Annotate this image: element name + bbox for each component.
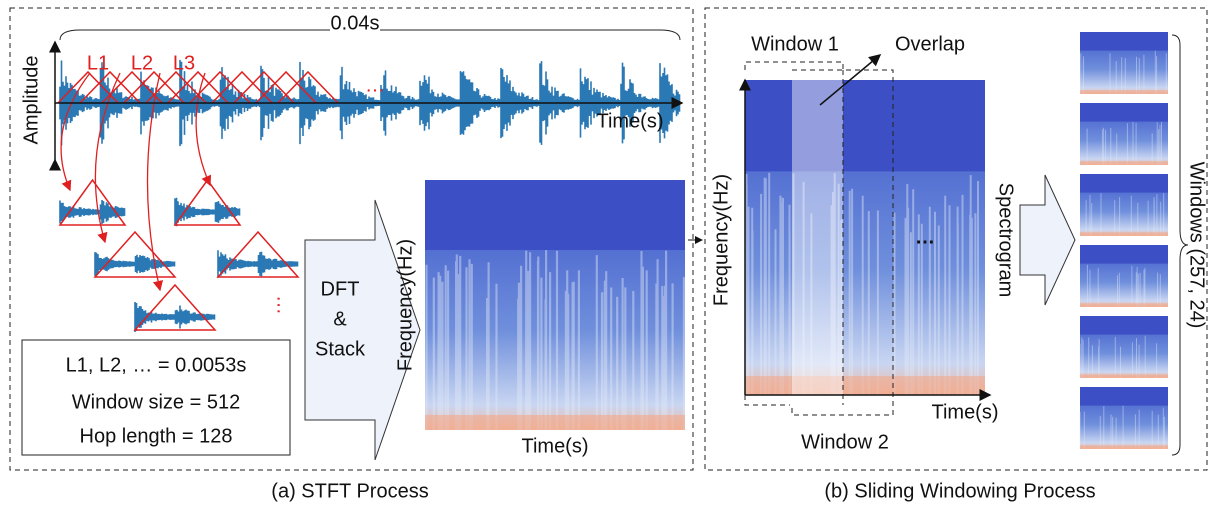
spectrogram-stripes <box>1079 405 1165 449</box>
spectrogram-top <box>1080 245 1168 264</box>
spectrogram-base <box>1080 445 1168 449</box>
spectrogram-stripes <box>1079 335 1158 378</box>
frame-link <box>94 72 121 244</box>
caption: (b) Sliding Windowing Process <box>824 480 1095 502</box>
overlap-arrow <box>819 54 882 106</box>
waveform-trace <box>174 197 241 227</box>
frame-label: L1 <box>87 52 109 74</box>
duration-label: 0.04s <box>331 12 380 34</box>
arrow-label: DFT <box>321 278 360 300</box>
ellipsis: … <box>273 295 295 315</box>
spectrogram-base <box>425 415 685 430</box>
param: Window size = 512 <box>72 391 240 413</box>
overlap-region <box>792 80 843 395</box>
arrow-label: & <box>333 308 347 330</box>
frame-window <box>216 230 300 278</box>
params-box <box>21 339 291 456</box>
spectrogram-base <box>1080 161 1168 165</box>
spectrogram-stripes <box>1086 121 1162 165</box>
spectrogram-top <box>745 80 985 172</box>
spectrogram-x-label: Time(s) <box>521 435 588 457</box>
param: Hop length = 128 <box>80 425 233 447</box>
spectrogram-top <box>1080 174 1168 193</box>
window-2-label: Window 2 <box>801 431 889 453</box>
waveform-trace <box>94 252 176 276</box>
spectrograms: … <box>425 32 1168 449</box>
spectrogram-stripes <box>1080 50 1167 94</box>
panel-b-frame <box>704 7 1208 471</box>
frame-window <box>173 178 242 226</box>
spectrogram-top <box>1080 387 1168 406</box>
param: L1, L2, … = 0.0053s <box>66 354 247 376</box>
ellipsis: … <box>365 74 385 96</box>
spectrogram-base <box>1080 232 1168 236</box>
spectrogram-base <box>745 376 985 395</box>
window-arrow <box>1019 174 1076 306</box>
spectrogram-top <box>1080 32 1168 51</box>
frame-label: L2 <box>131 52 153 74</box>
frame-link <box>146 72 164 292</box>
spectrogram-top <box>1080 103 1168 122</box>
window-1-label: Window 1 <box>751 33 839 55</box>
caption: (a) STFT Process <box>271 480 428 502</box>
time-label: Time(s) <box>596 110 663 132</box>
amplitude-label: Amplitude <box>20 56 42 145</box>
spectrogram-y-label: Frequency(Hz) <box>394 239 416 371</box>
spectrogram-base <box>1080 303 1168 307</box>
windows-brace <box>1171 34 1189 456</box>
panel-a-frame <box>9 7 694 471</box>
spectrogram-stripes <box>744 172 979 395</box>
frame-label: L3 <box>173 52 195 74</box>
spectrogram-y-label: Frequency(Hz) <box>710 174 732 306</box>
waveform-trace <box>217 250 299 278</box>
spectrogram-stripes <box>1085 193 1165 236</box>
frame-windows <box>57 70 339 104</box>
window-2-bracket <box>791 69 894 416</box>
windows-label: Windows (257, 24) <box>1186 162 1208 329</box>
frame-link <box>60 72 91 192</box>
overlap-label: Overlap <box>895 33 965 55</box>
spectrogram-top <box>425 180 685 250</box>
ellipsis: … <box>915 226 935 248</box>
spectrogram-base <box>1080 374 1168 378</box>
frame-window <box>58 178 127 226</box>
waveform-trace <box>59 200 126 224</box>
duration-brace <box>59 29 681 41</box>
spectrogram-base <box>1080 90 1168 94</box>
waveform-trace <box>134 302 216 332</box>
frame-window <box>93 230 177 278</box>
spectrogram-stripes <box>425 250 685 430</box>
spectrogram-stripes <box>1086 264 1161 307</box>
dft-arrow <box>304 199 421 461</box>
frame-window <box>133 283 217 331</box>
spectrogram-top <box>1080 316 1168 335</box>
arrow-label: Stack <box>315 338 366 360</box>
spectrogram-label: Spectrogram <box>995 183 1017 298</box>
spectrogram-x-label: Time(s) <box>931 401 998 423</box>
frame-link <box>195 72 212 187</box>
